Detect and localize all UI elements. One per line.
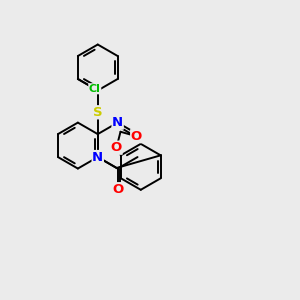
Text: N: N	[92, 151, 103, 164]
Text: S: S	[93, 106, 103, 119]
Text: O: O	[111, 141, 122, 154]
Text: O: O	[131, 130, 142, 143]
Text: O: O	[112, 183, 123, 196]
Text: Cl: Cl	[89, 84, 101, 94]
Text: N: N	[112, 116, 123, 129]
